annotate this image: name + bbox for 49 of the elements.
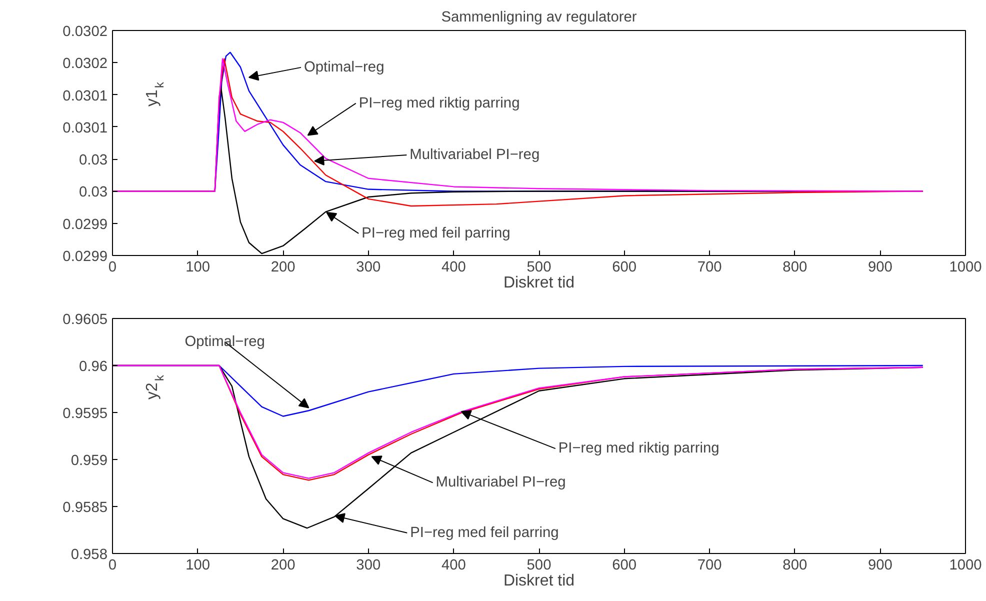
x-tick-label: 200 (270, 260, 296, 276)
x-tick-label: 900 (868, 260, 892, 276)
y-tick-label: 0.0299 (62, 216, 108, 233)
x-axis-title: Diskret tid (503, 572, 575, 590)
annotation: Multivariabel PI−reg (436, 474, 566, 491)
x-tick-label: 600 (612, 260, 637, 276)
x-tick-label: 100 (186, 558, 210, 574)
y-tick-label: 0.9605 (62, 312, 108, 328)
chart-title: Sammenligning av regulatorer (441, 10, 637, 26)
x-tick-label: 800 (782, 260, 808, 276)
annotation: PI−reg med feil parring (362, 225, 510, 242)
x-tick-label: 800 (782, 558, 808, 574)
y-tick-label: 0.9595 (62, 406, 108, 422)
y-axis-title: y1k (144, 81, 166, 106)
y-tick-label: 0.0302 (62, 56, 108, 72)
x-tick-label: 0 (108, 260, 117, 276)
y-tick-label: 0.9585 (62, 500, 108, 516)
x-tick-label: 700 (697, 260, 722, 276)
y-tick-label: 0.958 (70, 547, 108, 563)
x-tick-label: 1000 (949, 260, 982, 276)
x-tick-label: 100 (186, 260, 210, 276)
y-tick-label: 0.0299 (62, 249, 108, 265)
annotation: Optimal−reg (184, 334, 265, 350)
y-tick-label: 0.0301 (62, 88, 108, 104)
x-tick-label: 700 (697, 558, 722, 574)
x-tick-label: 300 (356, 558, 381, 574)
y-axis-title: y2k (144, 374, 166, 400)
x-tick-label: 1000 (949, 558, 982, 574)
y-tick-label: 0.0301 (62, 120, 108, 136)
x-tick-label: 300 (356, 260, 381, 276)
annotation: PI−reg med feil parring (410, 524, 559, 541)
x-axis-title: Diskret tid (503, 274, 575, 292)
annotation: Multivariabel PI−reg (410, 147, 540, 163)
x-tick-label: 900 (868, 558, 892, 574)
x-tick-label: 400 (441, 558, 466, 574)
y-tick-label: 0.959 (70, 453, 108, 469)
y-tick-label: 0.03 (78, 184, 108, 201)
annotation: PI−reg med riktig parring (558, 440, 720, 457)
x-tick-label: 500 (526, 260, 552, 276)
x-tick-label: 400 (441, 260, 466, 276)
x-tick-label: 500 (526, 558, 552, 574)
x-tick-label: 0 (108, 558, 117, 574)
annotation: PI−reg med riktig parring (358, 95, 520, 112)
y-tick-label: 0.0302 (62, 24, 108, 40)
annotation: Optimal−reg (304, 59, 384, 76)
y-tick-label: 0.03 (78, 152, 108, 169)
x-tick-label: 600 (612, 558, 637, 574)
y-tick-label: 0.96 (78, 359, 108, 375)
x-tick-label: 200 (270, 558, 296, 574)
